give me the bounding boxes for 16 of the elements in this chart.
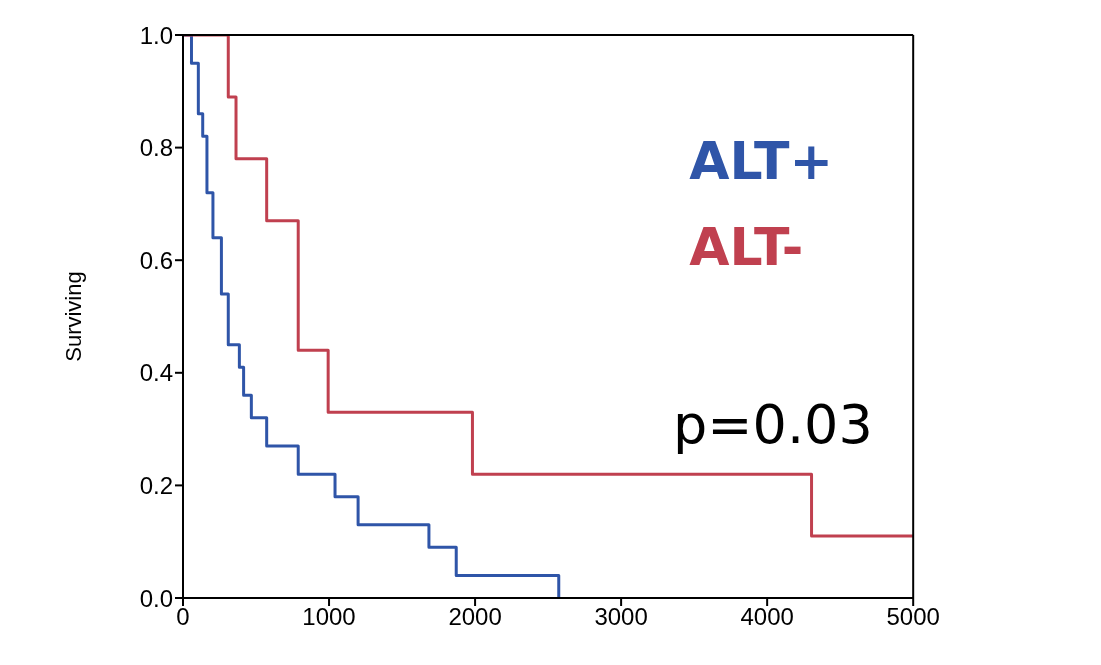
- y-axis-title: Surviving: [60, 271, 86, 362]
- x-tick-label: 2000: [448, 603, 502, 631]
- y-tick-label: 0.4: [139, 359, 173, 387]
- x-tick-label: 4000: [740, 603, 794, 631]
- y-tick-label: 0.8: [139, 134, 173, 162]
- x-tick-label: 0: [176, 603, 190, 631]
- y-tick-label: 0.0: [139, 584, 173, 612]
- y-tick-label: 0.6: [139, 246, 173, 274]
- text: ALT-: [689, 216, 805, 279]
- x-tick-label: 3000: [594, 603, 648, 631]
- y-tick-label: 0.2: [139, 471, 173, 499]
- annotation: p=0.03: [673, 393, 873, 456]
- y-tick-label: 1.0: [139, 21, 173, 49]
- x-tick-label: 5000: [886, 603, 940, 631]
- x-tick-label: 1000: [302, 603, 356, 631]
- text: ALT+: [689, 130, 833, 193]
